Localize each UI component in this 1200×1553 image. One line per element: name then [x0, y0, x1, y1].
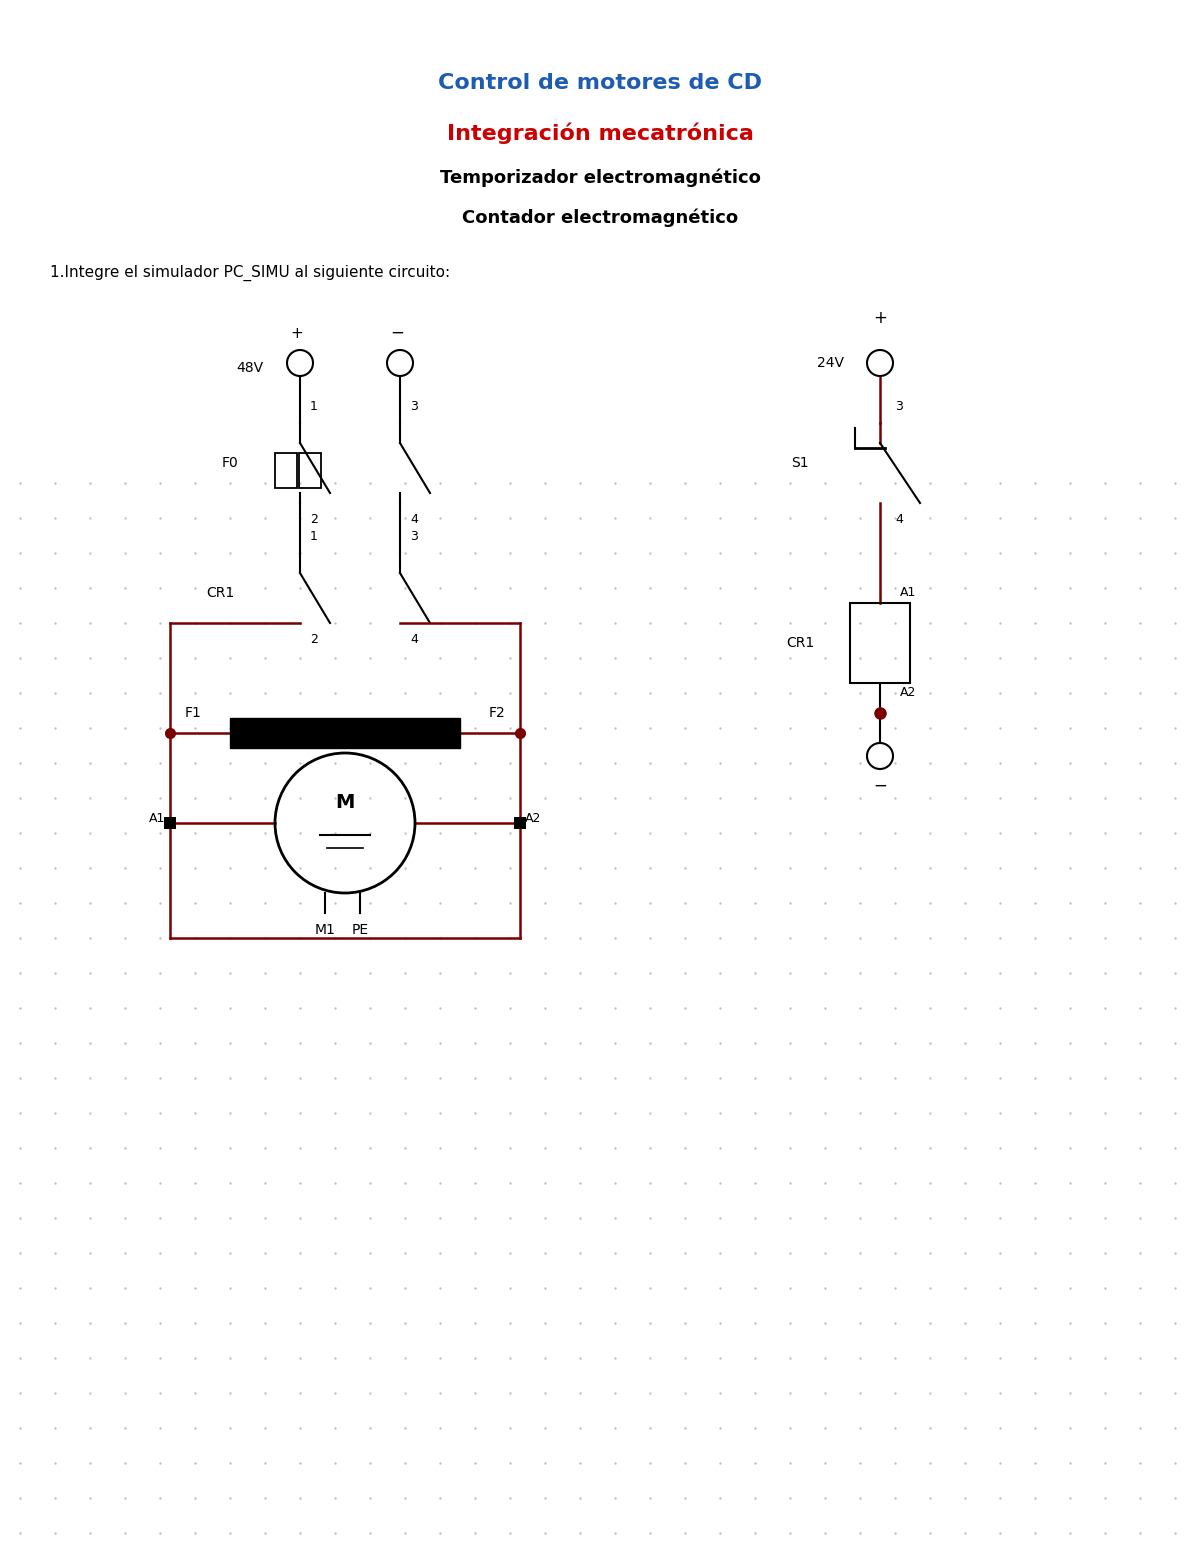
Bar [230, 717, 460, 749]
Text: S1: S1 [791, 457, 809, 471]
Text: 2: 2 [310, 512, 318, 526]
Text: 48V: 48V [236, 360, 264, 374]
Text: 3: 3 [410, 530, 418, 544]
Text: PE: PE [352, 922, 368, 936]
Text: F0: F0 [222, 457, 239, 471]
Text: 4: 4 [895, 512, 902, 526]
Text: 2: 2 [310, 634, 318, 646]
Bar [299, 453, 322, 488]
Text: 24V: 24V [816, 356, 844, 370]
Text: Control de motores de CD: Control de motores de CD [438, 73, 762, 93]
Text: A2: A2 [900, 686, 917, 699]
Text: CR1: CR1 [206, 585, 234, 599]
Text: Integración mecatrónica: Integración mecatrónica [446, 123, 754, 144]
Text: +: + [290, 326, 304, 340]
Text: A1: A1 [149, 812, 166, 825]
Bar [850, 603, 910, 683]
Text: Temporizador electromagnético: Temporizador electromagnético [439, 169, 761, 188]
Text: F2: F2 [488, 707, 505, 721]
Text: 4: 4 [410, 634, 418, 646]
Text: −: − [390, 325, 404, 342]
Text: 3: 3 [895, 401, 902, 413]
Text: Contador electromagnético: Contador electromagnético [462, 208, 738, 227]
Bar [164, 817, 176, 829]
Text: 1: 1 [310, 530, 318, 544]
Bar [514, 817, 526, 829]
Text: M1: M1 [314, 922, 336, 936]
Text: A2: A2 [526, 812, 541, 825]
Text: CR1: CR1 [786, 637, 814, 651]
Text: 4: 4 [410, 512, 418, 526]
Text: 1.Integre el simulador PC_SIMU al siguiente circuito:: 1.Integre el simulador PC_SIMU al siguie… [50, 266, 450, 281]
Text: −: − [874, 776, 887, 795]
Text: 3: 3 [410, 401, 418, 413]
Text: +: + [874, 309, 887, 328]
Text: A1: A1 [900, 587, 917, 599]
Bar [275, 453, 298, 488]
Text: F1: F1 [185, 707, 202, 721]
Text: 1: 1 [310, 401, 318, 413]
Text: M: M [335, 794, 355, 812]
